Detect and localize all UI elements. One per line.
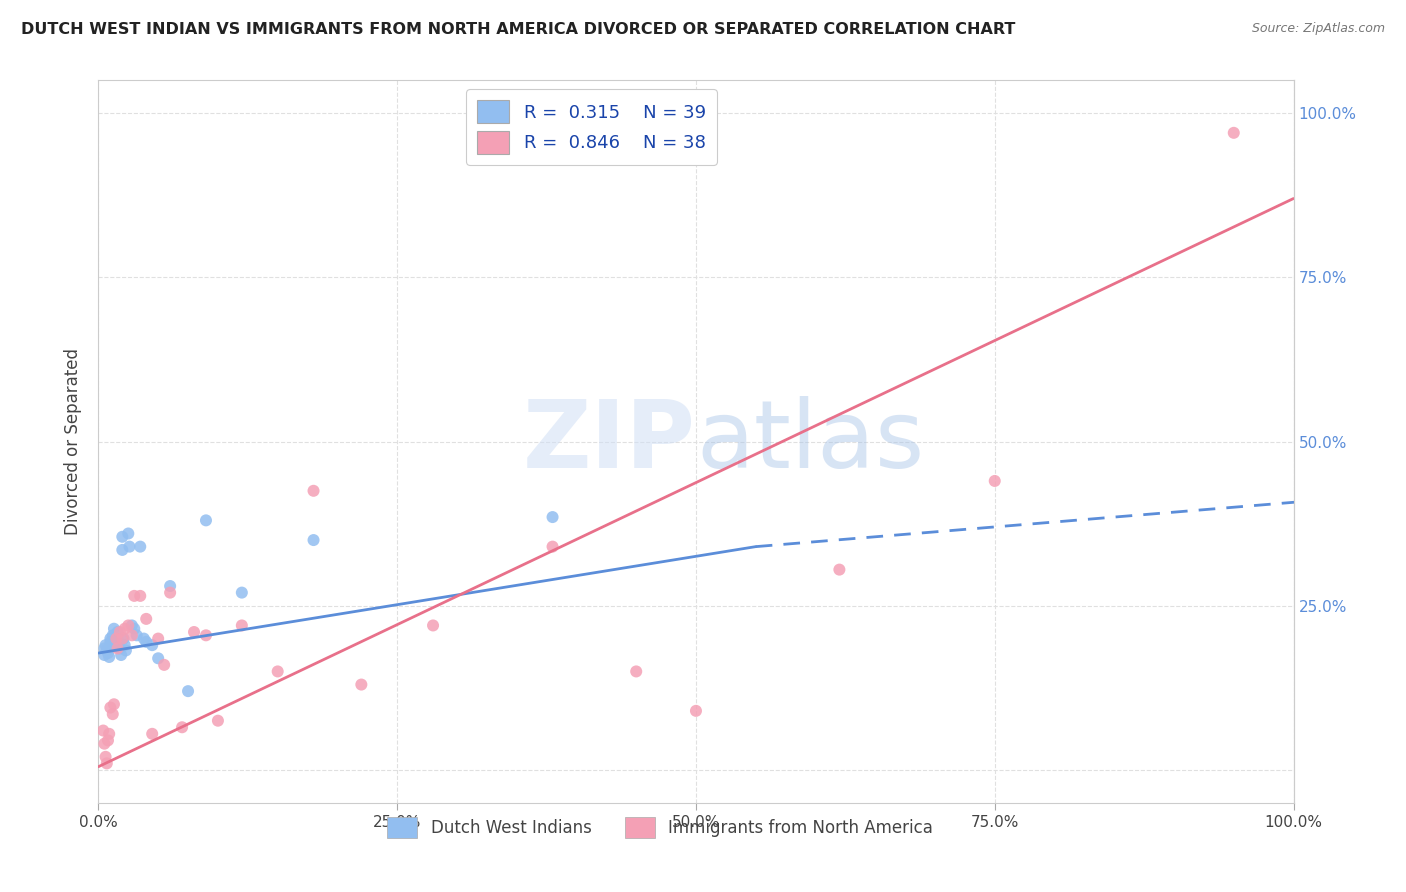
Point xyxy=(129,589,152,603)
Point xyxy=(135,612,157,626)
Point xyxy=(350,677,373,691)
Point xyxy=(117,526,139,541)
Point xyxy=(112,632,135,646)
Point xyxy=(115,643,138,657)
Point xyxy=(103,698,125,712)
Point xyxy=(93,641,115,656)
Point xyxy=(153,657,176,672)
Text: ZIP: ZIP xyxy=(523,395,696,488)
Point xyxy=(159,585,181,599)
Point xyxy=(108,625,131,640)
Text: atlas: atlas xyxy=(696,395,924,488)
Point xyxy=(104,640,127,654)
Point xyxy=(93,648,115,662)
Point xyxy=(302,483,325,498)
Point xyxy=(98,632,122,646)
Point xyxy=(118,540,141,554)
Point xyxy=(231,618,253,632)
Point xyxy=(124,622,146,636)
Point xyxy=(111,530,134,544)
Point xyxy=(124,589,146,603)
Point xyxy=(231,585,253,599)
Point xyxy=(94,749,117,764)
Point xyxy=(1223,126,1246,140)
Point xyxy=(541,510,564,524)
Point xyxy=(96,643,118,657)
Point xyxy=(195,628,218,642)
Point xyxy=(98,635,122,649)
Point xyxy=(172,720,194,734)
Point xyxy=(97,733,120,747)
Point xyxy=(626,665,648,679)
Point xyxy=(111,542,134,557)
Point xyxy=(422,618,444,632)
Point xyxy=(107,635,129,649)
Point xyxy=(183,625,205,640)
Point xyxy=(105,632,128,646)
Point xyxy=(984,474,1007,488)
Point xyxy=(141,638,163,652)
Point xyxy=(114,638,136,652)
Point xyxy=(98,727,121,741)
Point xyxy=(177,684,200,698)
Point xyxy=(93,737,115,751)
Point xyxy=(101,628,124,642)
Point xyxy=(302,533,325,547)
Point xyxy=(159,579,181,593)
Point xyxy=(135,635,157,649)
Point xyxy=(107,625,129,640)
Point xyxy=(101,637,124,651)
Point xyxy=(685,704,707,718)
Point xyxy=(148,651,170,665)
Point xyxy=(98,650,121,665)
Point xyxy=(148,632,170,646)
Point xyxy=(195,513,218,527)
Point xyxy=(96,756,118,771)
Point xyxy=(141,727,163,741)
Point xyxy=(125,628,148,642)
Point xyxy=(267,665,290,679)
Point xyxy=(107,641,129,656)
Point xyxy=(103,622,125,636)
Text: Source: ZipAtlas.com: Source: ZipAtlas.com xyxy=(1251,22,1385,36)
Point xyxy=(101,707,124,722)
Point xyxy=(94,638,117,652)
Legend: Dutch West Indians, Immigrants from North America: Dutch West Indians, Immigrants from Nort… xyxy=(381,810,939,845)
Point xyxy=(129,540,152,554)
Point xyxy=(121,628,143,642)
Point xyxy=(111,632,134,646)
Point xyxy=(105,632,128,646)
Point xyxy=(98,700,122,714)
Point xyxy=(91,723,114,738)
Point xyxy=(207,714,229,728)
Point xyxy=(117,618,139,632)
Point xyxy=(114,622,136,636)
Point xyxy=(132,632,155,646)
Point xyxy=(108,641,131,656)
Y-axis label: Divorced or Separated: Divorced or Separated xyxy=(65,348,83,535)
Point xyxy=(97,646,120,660)
Point xyxy=(110,648,132,662)
Point xyxy=(541,540,564,554)
Point xyxy=(828,563,851,577)
Text: DUTCH WEST INDIAN VS IMMIGRANTS FROM NORTH AMERICA DIVORCED OR SEPARATED CORRELA: DUTCH WEST INDIAN VS IMMIGRANTS FROM NOR… xyxy=(21,22,1015,37)
Point xyxy=(121,618,143,632)
Point xyxy=(98,640,122,654)
